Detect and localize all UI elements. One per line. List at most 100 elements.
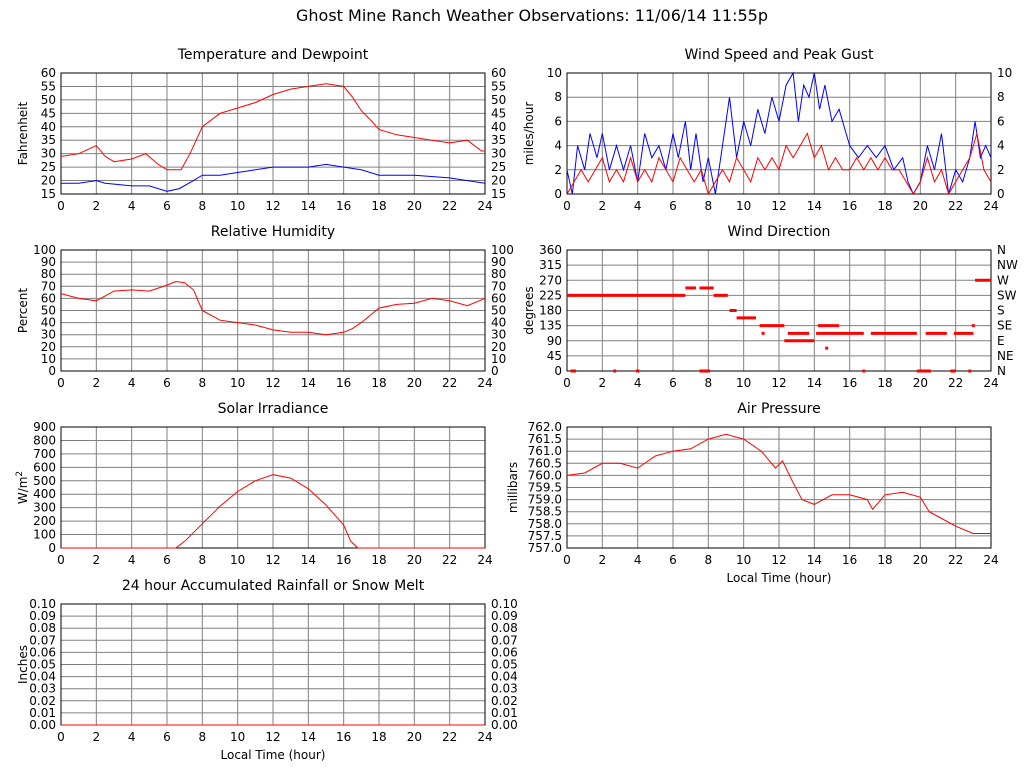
x-tick-label: 6 — [163, 730, 171, 744]
direction-point — [761, 331, 765, 335]
x-tick-label: 6 — [163, 553, 171, 567]
y-tick-label-right: 30 — [491, 147, 506, 161]
y-tick-label-right: 90 — [491, 255, 506, 269]
x-tick-label: 4 — [128, 730, 136, 744]
x-tick-label: 0 — [57, 199, 65, 213]
y-tick-label-right: 100 — [491, 243, 514, 257]
y-tick-label: 500 — [33, 474, 56, 488]
y-axis-label: Fahrenheit — [16, 101, 30, 165]
y-tick-label-right: 4 — [997, 139, 1005, 153]
direction-label: N — [997, 243, 1006, 257]
chart-title: Solar Irradiance — [218, 401, 329, 417]
x-tick-label: 4 — [128, 376, 136, 390]
y-tick-label: 0.05 — [29, 658, 56, 672]
x-tick-label: 14 — [807, 199, 822, 213]
y-tick-label: 8 — [554, 90, 562, 104]
y-tick-label: 25 — [41, 160, 56, 174]
x-tick-label: 22 — [442, 199, 457, 213]
y-tick-label: 45 — [41, 106, 56, 120]
x-tick-label: 14 — [301, 376, 316, 390]
x-tick-label: 2 — [599, 553, 607, 567]
series-line — [61, 163, 486, 192]
y-tick-label-right: 2 — [997, 163, 1005, 177]
x-tick-label: 4 — [634, 376, 642, 390]
x-tick-label: 8 — [705, 376, 713, 390]
chart-title: Wind Speed and Peak Gust — [685, 47, 874, 63]
y-tick-label: 50 — [41, 304, 56, 318]
x-tick-label: 0 — [563, 199, 571, 213]
x-tick-label: 20 — [407, 199, 422, 213]
y-tick-label-right: 50 — [491, 93, 506, 107]
x-tick-label: 0 — [563, 553, 571, 567]
series-line — [566, 433, 991, 534]
y-tick-label: 0.03 — [29, 682, 56, 696]
y-tick-label: 0.09 — [29, 609, 56, 623]
y-tick-label: 758.5 — [528, 505, 562, 519]
y-tick-label: 45 — [547, 349, 562, 363]
y-tick-label-right: 6 — [997, 114, 1005, 128]
y-tick-label: 757.5 — [528, 529, 562, 543]
y-tick-label: 759.0 — [528, 493, 562, 507]
y-axis-label: millibars — [506, 462, 520, 513]
x-tick-label: 22 — [948, 553, 963, 567]
y-tick-label-right: 0.04 — [491, 670, 518, 684]
plot-frame — [60, 426, 486, 549]
x-tick-label: 8 — [705, 553, 713, 567]
x-tick-label: 0 — [57, 553, 65, 567]
y-tick-label-right: 0.01 — [491, 706, 518, 720]
y-tick-label: 900 — [33, 420, 56, 434]
y-tick-label-right: 0.05 — [491, 658, 518, 672]
direction-point — [968, 369, 972, 373]
x-tick-label: 2 — [93, 730, 101, 744]
y-tick-label: 759.5 — [528, 481, 562, 495]
y-tick-label: 0.08 — [29, 621, 56, 635]
x-tick-label: 20 — [913, 553, 928, 567]
y-axis-label: W/m2 — [15, 471, 30, 504]
x-tick-label: 6 — [163, 376, 171, 390]
x-tick-label: 18 — [371, 376, 386, 390]
y-tick-label: 70 — [41, 279, 56, 293]
y-tick-label-right: 60 — [491, 66, 506, 80]
x-tick-label: 8 — [705, 199, 713, 213]
y-tick-label: 200 — [33, 514, 56, 528]
x-tick-label: 14 — [301, 199, 316, 213]
y-tick-label-right: 70 — [491, 279, 506, 293]
y-tick-label: 600 — [33, 460, 56, 474]
direction-label: SW — [997, 288, 1017, 302]
y-tick-label-right: 0.03 — [491, 682, 518, 696]
y-tick-label: 4 — [554, 139, 562, 153]
x-tick-label: 14 — [301, 730, 316, 744]
y-tick-label: 60 — [41, 291, 56, 305]
y-tick-label: 6 — [554, 114, 562, 128]
y-tick-label: 0 — [48, 541, 56, 555]
series-line — [60, 280, 486, 336]
x-tick-label: 16 — [842, 199, 857, 213]
x-tick-label: 6 — [669, 553, 677, 567]
x-tick-label: 14 — [301, 553, 316, 567]
x-tick-label: 20 — [913, 199, 928, 213]
x-tick-label: 16 — [336, 553, 351, 567]
y-tick-label-right: 0.07 — [491, 633, 518, 647]
y-tick-label-right: 35 — [491, 133, 506, 147]
x-tick-label: 10 — [736, 553, 751, 567]
x-tick-label: 4 — [128, 199, 136, 213]
chart-title: Wind Direction — [728, 224, 831, 240]
y-axis-label: Inches — [16, 645, 30, 684]
direction-label: SE — [997, 319, 1012, 333]
x-tick-label: 16 — [336, 376, 351, 390]
y-tick-label: 40 — [41, 316, 56, 330]
y-tick-label-right: 40 — [491, 316, 506, 330]
y-axis-label: miles/hour — [522, 102, 536, 166]
y-tick-label: 100 — [33, 528, 56, 542]
y-tick-label-right: 30 — [491, 328, 506, 342]
y-tick-label: 50 — [41, 93, 56, 107]
series-line — [61, 474, 485, 549]
y-tick-label-right: 0.09 — [491, 609, 518, 623]
y-tick-label-right: 60 — [491, 291, 506, 305]
x-tick-label: 18 — [877, 376, 892, 390]
y-tick-label: 0 — [554, 364, 562, 378]
y-tick-label: 20 — [41, 174, 56, 188]
